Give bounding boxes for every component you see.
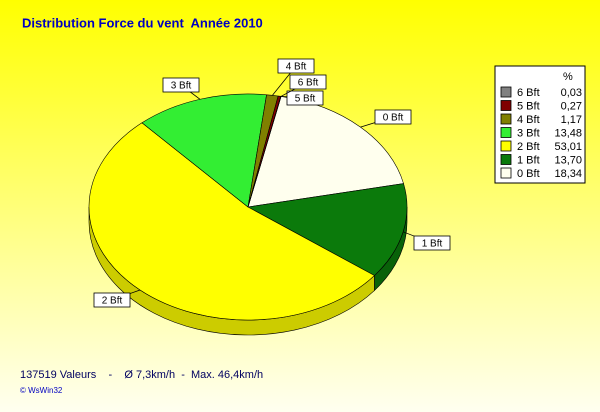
legend-value: 18,34 xyxy=(554,168,582,180)
slice-label: 0 Bft xyxy=(383,113,404,124)
pie-slice xyxy=(88,122,375,321)
legend-value: 0,03 xyxy=(561,87,582,99)
pie-slice xyxy=(141,93,267,208)
legend-label: 2 Bft xyxy=(517,141,540,153)
legend-header: % xyxy=(563,71,573,83)
label-box xyxy=(93,292,131,308)
legend-swatch xyxy=(500,154,512,165)
legend-label: 0 Bft xyxy=(517,168,540,180)
legend-value: 0,27 xyxy=(561,100,582,112)
legend-label: 3 Bft xyxy=(517,127,540,139)
label-box xyxy=(289,74,327,90)
credit: © WsWin32 xyxy=(20,386,63,395)
legend-value: 13,70 xyxy=(554,154,582,166)
chart-title: Distribution Force du vent Année 2010 xyxy=(22,15,263,30)
legend-label: 4 Bft xyxy=(517,114,540,126)
legend-swatch xyxy=(500,140,512,152)
legend-value: 53,01 xyxy=(554,141,582,153)
legend-swatch xyxy=(500,127,512,138)
slice-label: 3 Bft xyxy=(171,81,192,92)
slice-label: 6 Bft xyxy=(298,78,319,89)
label-box xyxy=(277,58,315,74)
slice-label: 5 Bft xyxy=(295,94,316,105)
slice-label: 4 Bft xyxy=(286,62,307,73)
legend-swatch xyxy=(500,167,512,179)
label-box xyxy=(162,77,200,93)
legend-value: 1,17 xyxy=(561,114,582,126)
slice-label: 1 Bft xyxy=(422,239,443,250)
label-box xyxy=(286,90,324,106)
legend-label: 5 Bft xyxy=(517,100,540,112)
legend-label: 1 Bft xyxy=(517,154,540,166)
label-box xyxy=(413,235,451,251)
legend-swatch xyxy=(500,100,512,111)
legend-swatch xyxy=(500,86,512,98)
legend-label: 6 Bft xyxy=(517,87,540,99)
footer: 137519 Valeurs - Ø 7,3km/h - Max. 46,4km… xyxy=(20,369,263,381)
legend-value: 13,48 xyxy=(554,127,582,139)
pie-slice xyxy=(247,183,408,276)
legend-swatch xyxy=(500,113,512,125)
slice-label: 2 Bft xyxy=(102,296,123,307)
label-box xyxy=(374,109,412,125)
